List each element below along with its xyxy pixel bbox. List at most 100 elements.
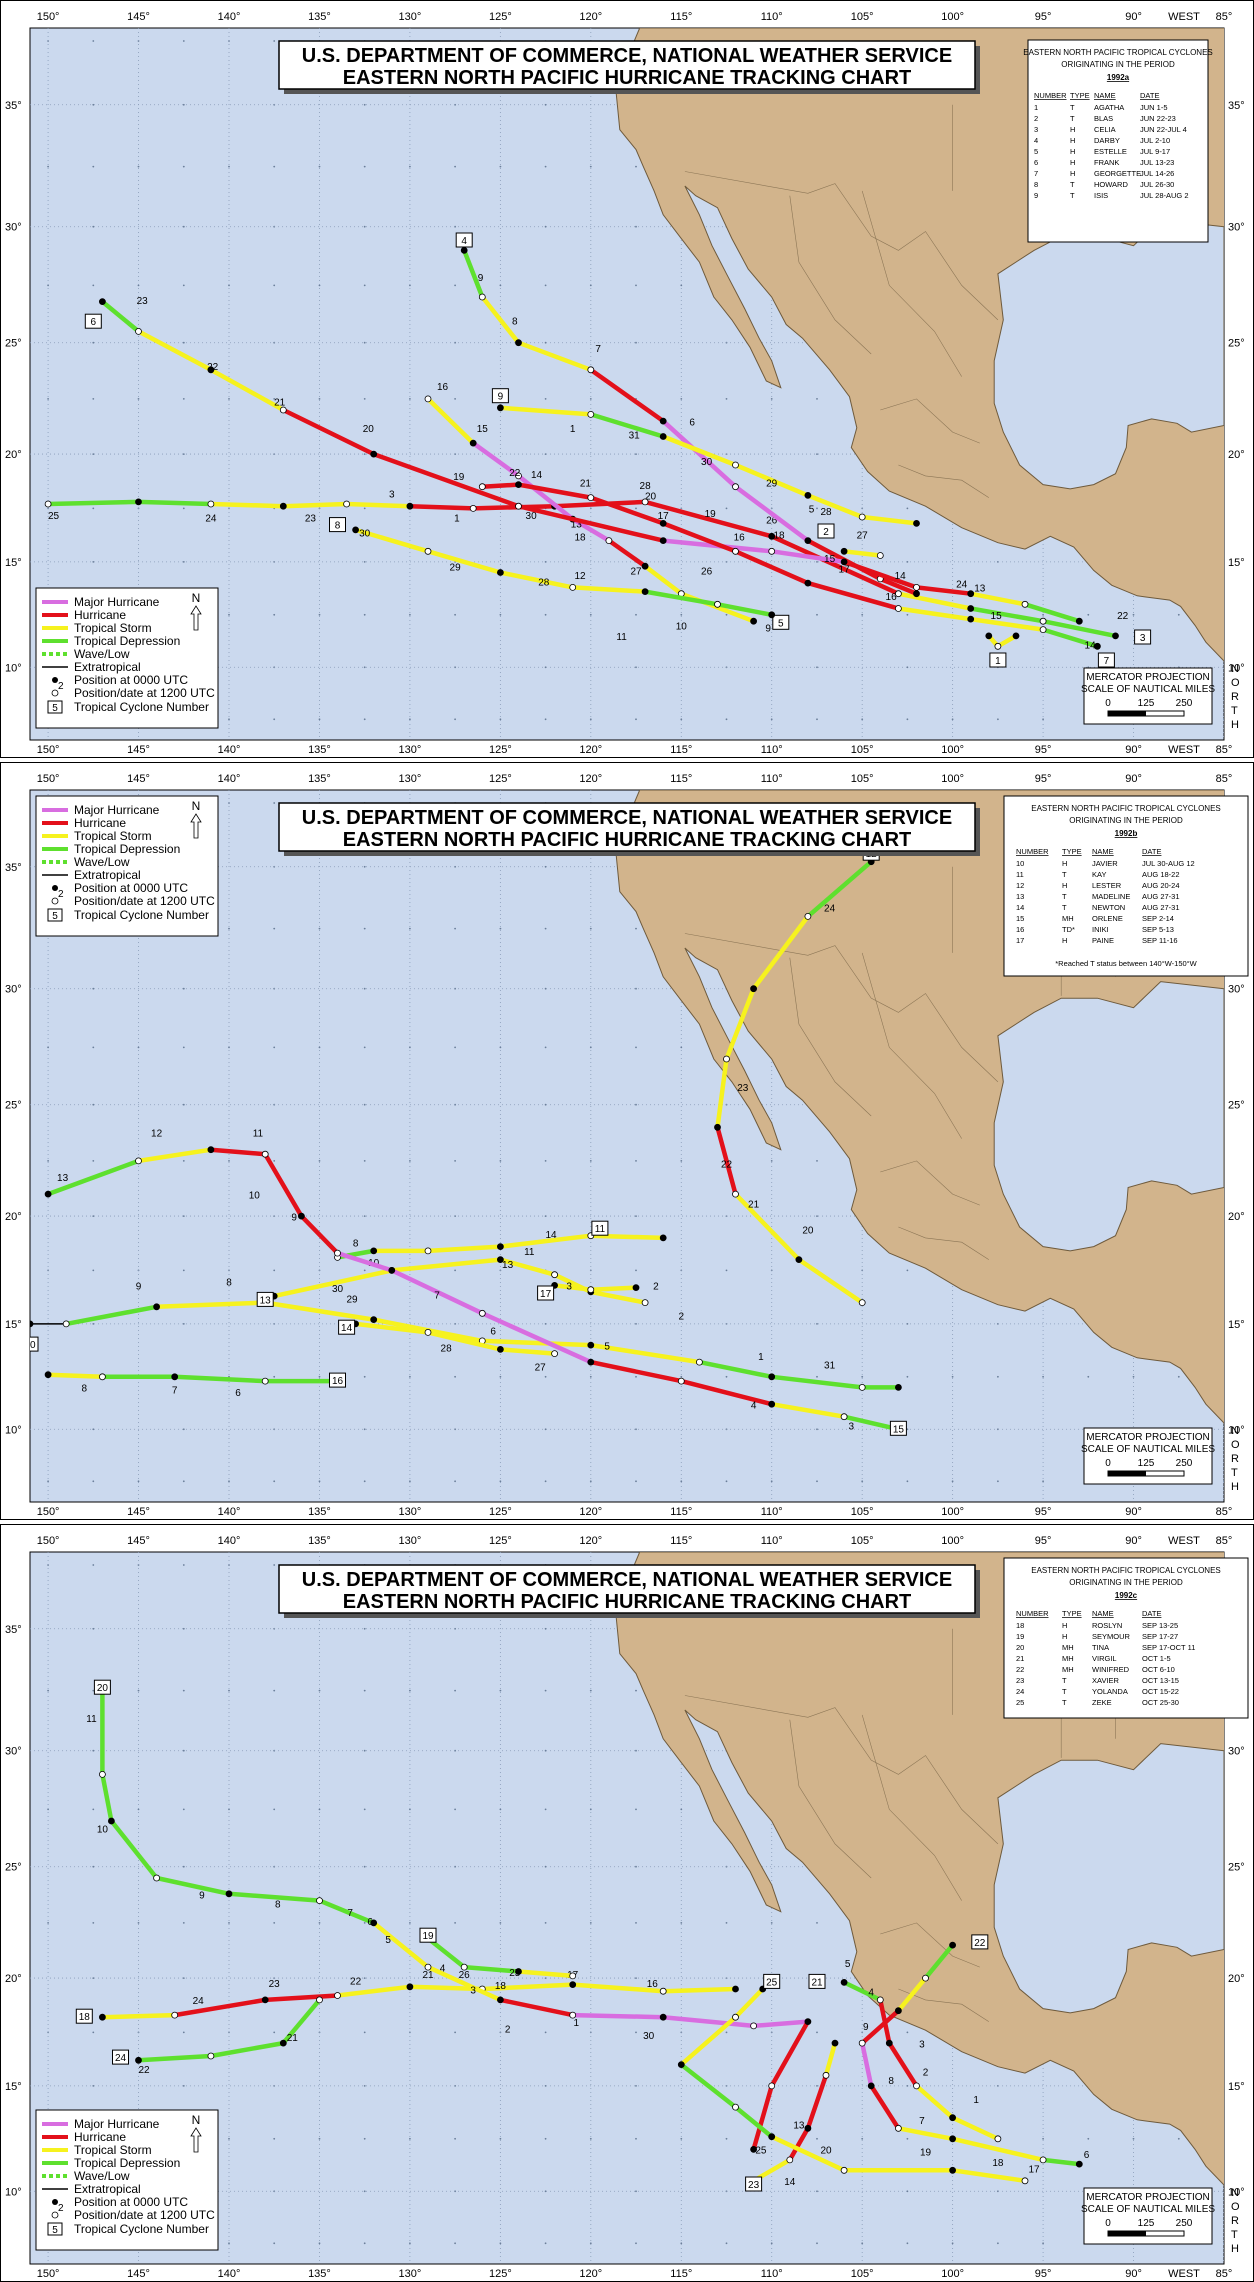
track-3-position [895,590,902,598]
cyclone-number-box [112,2049,129,2065]
track-21-date-label: 3 [919,2039,925,2050]
track-10-position [153,1303,161,1311]
track-6-position [370,450,378,458]
track-6-segment [968,591,1028,607]
legend-label-depression: Tropical Depression [74,2156,180,2170]
track-10-segment [480,1338,594,1348]
track-21-position [876,1996,884,2004]
latitude-label-left: 10° [5,662,22,674]
table-header-number: NUMBER [1016,847,1049,856]
west-label: WEST [1168,11,1200,23]
latitude-label-left: 30° [5,984,22,996]
table-header-date: DATE [1142,1609,1161,1618]
track-7-position [478,483,486,491]
track-3-position [1039,617,1047,625]
track-20-segment [570,2012,666,2020]
track-25-date-label: 17 [1028,2164,1040,2175]
latitude-label-right: 25° [1228,1862,1245,1874]
track-5-date-label: 14 [531,470,543,481]
legend-label-extratropical: Extratropical [74,2182,141,2196]
track-22-date-label: 7 [919,2116,925,2127]
longitude-label-top: 120° [579,11,602,23]
legend-0000-dot [52,2199,58,2205]
track-22-position [867,2082,875,2090]
latitude-label-left: 15° [5,2081,22,2093]
legend-label-wave: Wave/Low [74,647,130,661]
track-7-position [659,520,667,527]
track-7-position [804,579,812,587]
track-20-position [496,1996,504,2004]
track-20-date-label: 9 [199,1890,205,1901]
cyclone-number-16: 16 [332,1376,344,1387]
track-15-segment [299,1213,340,1256]
cyclone-number-box [329,1372,346,1388]
track-8-position [569,584,577,591]
track-12-position [804,912,812,920]
longitude-label-top: 120° [579,1535,602,1547]
track-16-segment [172,1374,268,1384]
legend-0000-dot [52,677,58,683]
track-4-date-label: 5 [809,505,815,516]
legend-sample-number: 5 [52,703,58,714]
track-5-position [424,395,432,403]
track-4-position [515,339,522,347]
latitude-label-left: 25° [5,338,22,350]
track-13-date-label: 14 [545,1230,557,1241]
longitude-label-top: 90° [1125,1535,1142,1547]
track-9-position [732,461,739,469]
track-9-segment [588,412,666,439]
scale-bar-fill [1108,1471,1146,1476]
longitude-label-top: 105° [851,11,874,23]
cyclone-table: EASTERN NORTH PACIFIC TROPICAL CYCLONES O… [1003,795,1249,977]
track-9-date-label: 27 [857,530,869,541]
north-label-letter: O [1231,677,1240,689]
track-7-date-label: 17 [839,565,851,576]
longitude-label-bottom: 85° [1216,1506,1233,1518]
track-6-position [967,590,975,598]
cyclone-number-11: 11 [595,1224,606,1235]
track-21-segment [950,2115,1001,2142]
track-3-date-label: 1 [454,513,460,524]
cyclone-number-20: 20 [97,1683,109,1694]
longitude-label-top: 90° [1125,773,1142,785]
track-10-date-label: 31 [824,1360,836,1371]
track-20-date-label: 10 [97,1825,109,1836]
cyclone-number-box [93,1679,111,1695]
table-cell: NEWTON [1092,903,1125,912]
north-arrow-label: N [192,591,201,605]
track-20-segment [751,2019,811,2029]
longitude-label-top: 100° [941,773,964,785]
track-24-date-label: 22 [138,2065,150,2076]
track-8-position [768,611,776,619]
table-cell: T [1062,870,1067,879]
legend-label-storm: Tropical Storm [74,2143,152,2157]
tracking-chart-panel-1992c: 2423222118171618262519111098765432130205… [0,1524,1254,2282]
track-4-date-label: 7 [595,344,601,355]
track-5-position [605,537,613,544]
chart-title: U.S. DEPARTMENT OF COMMERCE, NATIONAL WE… [278,40,980,94]
track-24-position [135,2056,142,2064]
cyclone-number-box [745,2176,763,2192]
cyclone-number-13: 13 [260,1295,272,1306]
track-3-position [343,500,351,508]
track-22-segment [896,2126,955,2142]
cyclone-number-box [84,313,102,329]
track-15-position [478,1309,486,1317]
latitude-label-right: 25° [1228,338,1245,350]
longitude-label-top: 85° [1216,773,1233,785]
legend-label-major: Major Hurricane [74,803,160,817]
legend-label-depression: Tropical Depression [74,634,180,648]
west-label-bottom: WEST [1168,744,1200,756]
track-3-segment [470,503,557,511]
track-11-segment [498,1233,594,1249]
track-25-position [840,2166,848,2174]
track-18-segment [100,2012,177,2020]
track-2-position [840,547,848,555]
track-24-date-label: 21 [287,2033,299,2044]
track-12-position [750,985,757,993]
table-cell: ESTELLE [1094,147,1127,156]
track-3-segment [281,501,349,509]
table-title: EASTERN NORTH PACIFIC TROPICAL CYCLONES [1031,1566,1221,1575]
table-cell: 2 [1034,114,1038,123]
